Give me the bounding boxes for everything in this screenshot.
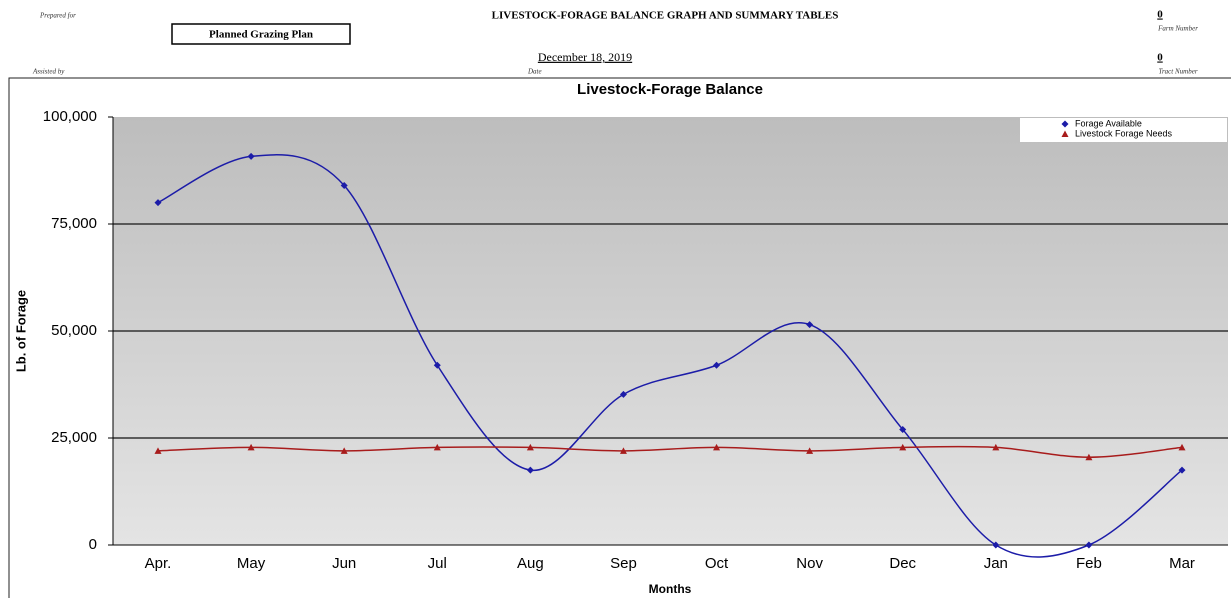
marker [899,443,907,451]
marker [526,443,534,451]
date-label: Date [527,68,542,76]
y-tick-label: 50,000 [51,322,97,339]
x-tick-label: Sep [610,555,637,572]
y-tick-label: 100,000 [43,108,97,125]
x-tick-label: Feb [1076,555,1102,572]
date: December 18, 2019 [538,50,632,64]
x-tick-label: Apr. [145,555,172,572]
marker [619,390,627,398]
chart-title: Livestock-Forage Balance [577,81,763,98]
tract-number-label: Tract Number [1158,68,1197,76]
plan-box [171,23,351,45]
marker [713,443,721,451]
marker [992,541,1000,549]
marker [1061,130,1069,137]
marker [1178,466,1186,474]
y-tick-label: 25,000 [51,429,97,446]
legend-label: Forage Available [1075,118,1142,128]
marker [1085,541,1093,549]
marker [806,321,814,329]
legend-box [1020,118,1227,142]
x-tick-label: Dec [889,555,916,572]
marker [340,447,348,454]
marker [1061,120,1069,128]
x-tick-label: May [237,555,266,572]
marker [526,466,534,474]
legend-label: Livestock Forage Needs [1075,128,1173,138]
marker [992,443,1000,451]
plan-name: Planned Grazing Plan [209,29,313,41]
marker [1178,443,1186,451]
marker [806,447,814,454]
x-tick-label: Jan [984,555,1008,572]
marker [713,361,721,369]
x-tick-label: Jul [428,555,447,572]
marker [154,447,162,454]
prepared-for-label: Prepared for [39,12,76,20]
y-axis-label: Lb. of Forage [13,290,28,372]
marker [1085,453,1093,461]
marker [247,443,255,451]
x-tick-label: Oct [705,555,729,572]
x-axis-label: Months [649,582,692,596]
page-title: LIVESTOCK-FORAGE BALANCE GRAPH AND SUMMA… [492,10,839,22]
marker [619,447,627,454]
series-line [157,445,1183,459]
marker [433,361,441,369]
marker [340,181,348,189]
marker [899,425,907,433]
farm-number-label: Farm Number [1157,25,1198,33]
x-tick-label: Nov [796,555,823,572]
y-tick-label: 75,000 [51,215,97,232]
y-tick-label: 0 [89,536,97,553]
tract-number: 0 [1157,52,1163,64]
marker [154,199,162,207]
farm-number: 0 [1157,9,1163,21]
marker [247,152,255,160]
assisted-by-label: Assisted by [32,68,65,76]
x-tick-label: Mar [1169,555,1195,572]
x-tick-label: Jun [332,555,356,572]
marker [433,443,441,451]
x-tick-label: Aug [517,555,544,572]
